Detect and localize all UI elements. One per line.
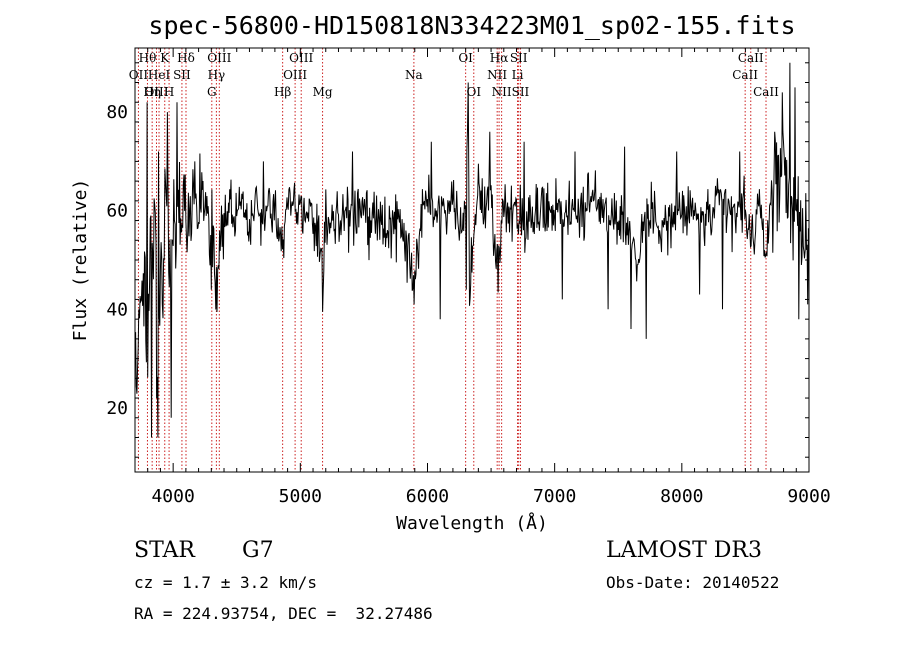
line-label: G <box>207 85 217 99</box>
line-label: NII <box>487 68 507 82</box>
x-tick-label: 7000 <box>533 486 576 507</box>
x-tick-label: 4000 <box>151 486 194 507</box>
line-label: SII <box>512 85 530 99</box>
line-label: CaII <box>753 85 779 99</box>
line-label: OII <box>129 68 149 82</box>
line-label: SII <box>173 68 191 82</box>
line-label: CaII <box>732 68 758 82</box>
spectrum-line <box>134 62 810 438</box>
line-label: OIII <box>289 51 313 65</box>
y-tick-label: 60 <box>106 201 128 222</box>
line-label: Hδ <box>177 51 195 65</box>
x-tick-label: 8000 <box>660 486 703 507</box>
spectrum-series <box>134 62 810 438</box>
y-axis-label: Flux (relative) <box>70 179 91 342</box>
line-label: Mg <box>313 85 333 99</box>
line-label: H <box>164 85 174 99</box>
line-label: NII <box>492 85 512 99</box>
object-class: STAR <box>134 538 195 563</box>
line-label: Hθ <box>139 51 157 65</box>
x-tick-label: 9000 <box>787 486 830 507</box>
coordinates-label: RA = 224.93754, DEC = 32.27486 <box>134 604 433 623</box>
x-axis-ticks: 4000 5000 6000 7000 8000 9000 <box>147 48 831 507</box>
obs-date-label: Obs-Date: 20140522 <box>606 573 780 592</box>
line-label: Li <box>512 68 524 82</box>
y-tick-label: 80 <box>106 102 128 123</box>
line-label: OI <box>458 51 473 65</box>
line-label: Hα <box>490 51 509 65</box>
redshift-label: cz = 1.7 ± 3.2 km/s <box>134 573 318 592</box>
chart-title: spec-56800-HD150818N334223M01_sp02-155.f… <box>148 11 795 40</box>
line-label: HeI <box>148 68 171 82</box>
line-label: Na <box>405 68 423 82</box>
line-label: OIII <box>144 85 168 99</box>
line-label: SII <box>510 51 528 65</box>
line-label: Hβ <box>274 85 291 99</box>
line-label: OIII <box>283 68 307 82</box>
x-axis-label: Wavelength (Å) <box>396 512 548 534</box>
emission-line-markers <box>137 48 767 472</box>
y-axis-ticks: 20 40 60 80 <box>106 62 809 458</box>
subclass: G7 <box>242 538 274 563</box>
line-label: OI <box>466 85 481 99</box>
y-tick-label: 20 <box>106 398 128 419</box>
line-label: OIII <box>207 51 231 65</box>
line-label: CaII <box>738 51 764 65</box>
line-label: Hη <box>143 85 161 99</box>
survey-label: LAMOST DR3 <box>606 538 762 563</box>
y-tick-label: 40 <box>106 299 128 320</box>
x-tick-label: 6000 <box>406 486 449 507</box>
line-label: K <box>160 51 170 65</box>
x-tick-label: 5000 <box>279 486 322 507</box>
line-label: Hγ <box>208 68 226 82</box>
